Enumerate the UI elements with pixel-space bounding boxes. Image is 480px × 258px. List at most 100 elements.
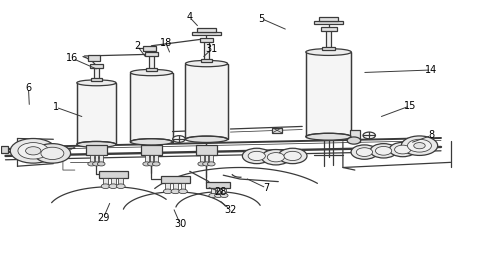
Circle shape: [88, 162, 96, 166]
Text: 30: 30: [174, 219, 186, 229]
FancyBboxPatch shape: [222, 188, 226, 194]
FancyBboxPatch shape: [197, 28, 216, 32]
Circle shape: [262, 150, 290, 165]
Text: 32: 32: [224, 205, 237, 215]
Ellipse shape: [131, 139, 172, 145]
FancyBboxPatch shape: [99, 171, 128, 178]
Circle shape: [395, 145, 411, 154]
Circle shape: [284, 151, 301, 160]
FancyBboxPatch shape: [322, 47, 336, 50]
Circle shape: [97, 162, 105, 166]
Text: 29: 29: [97, 213, 110, 223]
Ellipse shape: [306, 49, 351, 55]
Circle shape: [93, 162, 100, 166]
FancyBboxPatch shape: [204, 40, 209, 60]
Ellipse shape: [306, 133, 351, 140]
Circle shape: [215, 194, 222, 198]
Circle shape: [248, 151, 265, 160]
FancyBboxPatch shape: [94, 66, 99, 80]
Text: 18: 18: [160, 38, 172, 48]
Circle shape: [356, 148, 372, 156]
FancyBboxPatch shape: [146, 68, 157, 71]
Circle shape: [370, 144, 397, 158]
Circle shape: [163, 189, 172, 194]
Text: 14: 14: [425, 65, 438, 75]
FancyBboxPatch shape: [86, 145, 107, 155]
FancyBboxPatch shape: [325, 29, 331, 49]
FancyBboxPatch shape: [314, 21, 343, 24]
FancyBboxPatch shape: [145, 155, 149, 162]
Text: 5: 5: [258, 14, 264, 24]
Circle shape: [153, 162, 160, 166]
FancyBboxPatch shape: [216, 188, 220, 194]
Circle shape: [389, 142, 416, 157]
FancyBboxPatch shape: [149, 54, 154, 69]
Ellipse shape: [77, 141, 116, 147]
Circle shape: [242, 148, 271, 164]
FancyBboxPatch shape: [143, 46, 156, 51]
Circle shape: [207, 162, 215, 166]
Circle shape: [25, 147, 41, 155]
FancyBboxPatch shape: [200, 38, 213, 42]
Circle shape: [203, 162, 210, 166]
Circle shape: [375, 147, 392, 155]
Circle shape: [34, 144, 71, 163]
FancyBboxPatch shape: [150, 155, 154, 162]
FancyBboxPatch shape: [211, 188, 215, 194]
FancyBboxPatch shape: [200, 155, 204, 162]
FancyBboxPatch shape: [119, 178, 123, 185]
FancyBboxPatch shape: [90, 155, 94, 162]
Circle shape: [148, 162, 156, 166]
FancyBboxPatch shape: [192, 32, 221, 35]
FancyBboxPatch shape: [95, 155, 98, 162]
Text: 7: 7: [263, 183, 269, 193]
FancyBboxPatch shape: [155, 155, 158, 162]
Text: 28: 28: [215, 187, 227, 197]
Circle shape: [347, 137, 360, 144]
Text: 4: 4: [187, 12, 193, 22]
Text: 16: 16: [66, 53, 79, 63]
Circle shape: [401, 136, 438, 155]
Ellipse shape: [131, 69, 172, 76]
Circle shape: [278, 148, 307, 164]
Circle shape: [143, 162, 151, 166]
FancyBboxPatch shape: [77, 83, 116, 144]
Circle shape: [173, 136, 185, 142]
FancyBboxPatch shape: [145, 52, 158, 56]
Text: 6: 6: [25, 83, 32, 93]
FancyBboxPatch shape: [350, 130, 360, 142]
FancyBboxPatch shape: [88, 55, 100, 61]
FancyBboxPatch shape: [319, 17, 338, 21]
FancyBboxPatch shape: [185, 63, 228, 139]
Circle shape: [117, 184, 125, 189]
Circle shape: [220, 194, 228, 198]
FancyBboxPatch shape: [161, 176, 190, 183]
Circle shape: [179, 189, 187, 194]
FancyBboxPatch shape: [165, 183, 170, 190]
Text: 8: 8: [428, 130, 434, 140]
Text: 15: 15: [404, 101, 416, 111]
FancyBboxPatch shape: [204, 155, 208, 162]
Ellipse shape: [77, 80, 116, 86]
FancyBboxPatch shape: [272, 128, 282, 133]
Circle shape: [109, 184, 118, 189]
Circle shape: [267, 153, 285, 162]
FancyBboxPatch shape: [321, 27, 336, 31]
FancyBboxPatch shape: [196, 145, 217, 155]
FancyBboxPatch shape: [206, 182, 230, 188]
Text: 31: 31: [205, 44, 217, 54]
Circle shape: [209, 194, 216, 198]
FancyBboxPatch shape: [90, 64, 103, 68]
Ellipse shape: [185, 136, 228, 142]
Circle shape: [171, 189, 180, 194]
Circle shape: [41, 147, 64, 159]
FancyBboxPatch shape: [306, 52, 351, 137]
Circle shape: [414, 143, 425, 149]
FancyBboxPatch shape: [141, 145, 162, 155]
FancyBboxPatch shape: [173, 183, 178, 190]
FancyBboxPatch shape: [201, 59, 212, 62]
Circle shape: [351, 145, 378, 159]
Text: 1: 1: [53, 102, 59, 112]
Circle shape: [198, 162, 205, 166]
FancyBboxPatch shape: [209, 155, 213, 162]
